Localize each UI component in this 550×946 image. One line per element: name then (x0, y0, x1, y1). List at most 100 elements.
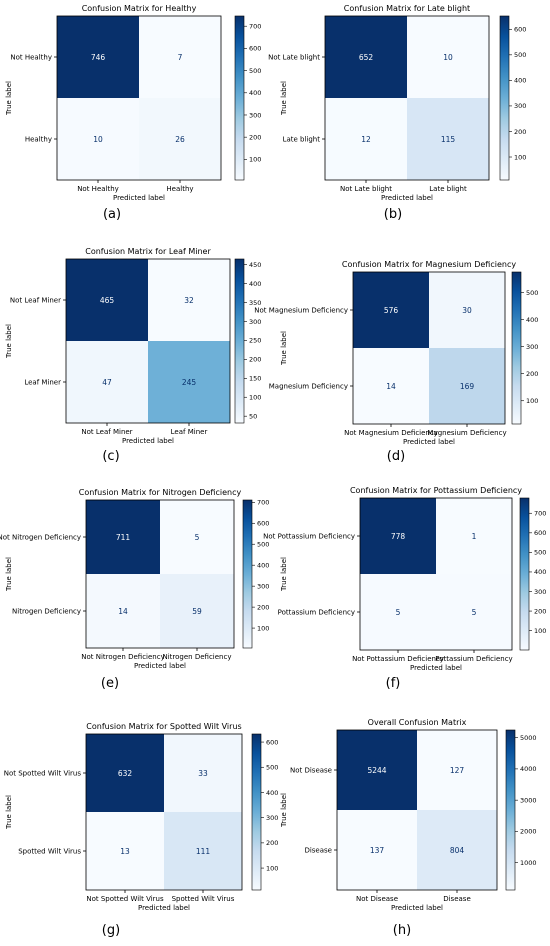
y-tick-label: Not Late blight (268, 54, 320, 62)
matrix-cell-r0-c1 (148, 259, 230, 341)
colorbar-tick-label: 300 (514, 102, 526, 110)
x-tick-label: Not Late blight (340, 185, 392, 193)
x-axis-label: Predicted label (122, 437, 174, 445)
matrix-cell-r0-c0 (353, 272, 429, 348)
cell-value-label: 5244 (367, 766, 386, 775)
colorbar-tick-label: 500 (514, 51, 526, 59)
matrix-cell-r1-c0 (86, 574, 160, 648)
colorbar-tick-label: 300 (249, 111, 261, 119)
cell-value-label: 10 (93, 135, 103, 144)
y-tick-label: Not Leaf Miner (10, 297, 61, 305)
x-tick-label: Magnesium Deficiency (427, 429, 506, 437)
x-axis-label: Predicted label (113, 194, 165, 202)
y-tick-label: Healthy (25, 136, 52, 144)
matrix-cell-r0-c1 (164, 734, 242, 812)
colorbar-tick-label: 100 (526, 397, 538, 405)
colorbar-tick-label: 400 (257, 561, 269, 569)
colorbar-tick-label: 500 (257, 541, 269, 549)
matrix-cell-r1-c0 (66, 341, 148, 423)
y-axis-label: True label (5, 557, 13, 592)
matrix-cell-r0-c0 (360, 498, 436, 574)
y-axis-label: True label (5, 81, 13, 116)
cell-value-label: 137 (370, 846, 385, 855)
colorbar (505, 729, 516, 891)
matrix-cell-r0-c0 (325, 16, 407, 98)
y-axis-label: True label (280, 81, 288, 116)
y-tick-label: Not Spotted Wilt Virus (4, 770, 82, 778)
cell-value-label: 632 (118, 769, 133, 778)
colorbar-tick-label: 700 (249, 23, 261, 31)
x-axis-label: Predicted label (381, 194, 433, 202)
matrix-cell-r0-c0 (337, 730, 417, 810)
cell-value-label: 778 (391, 532, 406, 541)
chart-title: Confusion Matrix for Nitrogen Deficiency (79, 488, 242, 497)
y-tick-label: Not Healthy (10, 54, 52, 62)
panel-caption: (c) (102, 449, 119, 464)
colorbar-tick-label: 400 (514, 77, 526, 85)
matrix-cell-r0-c0 (86, 500, 160, 574)
colorbar-tick-label: 500 (266, 764, 278, 772)
x-axis-label: Predicted label (403, 438, 455, 446)
cell-value-label: 47 (102, 378, 112, 387)
cell-value-label: 245 (182, 378, 197, 387)
panel-caption: (g) (102, 923, 120, 938)
matrix-frame (56, 15, 222, 181)
colorbar-tick-label: 200 (266, 839, 278, 847)
colorbar-tick-label: 300 (257, 582, 269, 590)
cell-value-label: 804 (450, 846, 465, 855)
colorbar-tick-label: 700 (534, 510, 546, 518)
x-tick-label: Late blight (429, 185, 467, 193)
colorbar-tick-label: 600 (257, 520, 269, 528)
colorbar-tick-label: 200 (257, 603, 269, 611)
matrix-cell-r1-c0 (337, 810, 417, 890)
colorbar-tick-label: 600 (249, 45, 261, 53)
matrix-cell-r0-c0 (86, 734, 164, 812)
matrix-cell-r1-c1 (407, 98, 489, 180)
colorbar-tick-label: 100 (257, 624, 269, 632)
chart-title: Overall Confusion Matrix (368, 718, 467, 727)
x-tick-label: Not Healthy (77, 185, 119, 193)
matrix-cell-r0-c1 (160, 500, 234, 574)
x-tick-label: Disease (443, 895, 471, 903)
cell-value-label: 746 (91, 53, 106, 62)
y-tick-label: Not Disease (290, 767, 332, 775)
matrix-cell-r1-c1 (164, 812, 242, 890)
colorbar-tick-label: 300 (266, 814, 278, 822)
matrix-frame (85, 733, 243, 891)
y-tick-label: Late blight (283, 136, 321, 144)
colorbar (251, 733, 262, 891)
colorbar-tick-label: 400 (249, 280, 261, 288)
matrix-cell-r0-c0 (57, 16, 139, 98)
colorbar-tick-label: 100 (514, 153, 526, 161)
cell-value-label: 169 (460, 382, 475, 391)
x-tick-label: Not Nitrogen Deficiency (81, 653, 164, 661)
x-axis-label: Predicted label (138, 904, 190, 912)
y-tick-label: Not Magnesium Deficiency (254, 307, 348, 315)
colorbar-tick-label: 150 (249, 375, 261, 383)
colorbar-tick-label: 200 (249, 133, 261, 141)
matrix-frame (352, 271, 506, 425)
colorbar (519, 497, 530, 651)
colorbar (242, 499, 253, 649)
cell-value-label: 59 (192, 607, 202, 616)
colorbar-tick-label: 5000 (520, 734, 537, 742)
cell-value-label: 576 (384, 306, 399, 315)
colorbar-tick-label: 500 (249, 67, 261, 75)
cell-value-label: 30 (462, 306, 472, 315)
x-tick-label: Not Disease (356, 895, 398, 903)
y-axis-label: True label (5, 795, 13, 830)
colorbar-tick-label: 600 (266, 738, 278, 746)
confusion-matrix-panel-c: Confusion Matrix for Leaf Miner 465 32 47 24… (5, 247, 261, 464)
cell-value-label: 7 (178, 53, 183, 62)
cell-value-label: 127 (450, 766, 465, 775)
confusion-matrix-panel-d: Confusion Matrix for Magnesium Deficienc… (254, 260, 538, 464)
cell-value-label: 26 (175, 135, 185, 144)
colorbar-tick-label: 400 (266, 789, 278, 797)
matrix-cell-r1-c0 (86, 812, 164, 890)
x-tick-label: Pottassium Deficiency (435, 655, 512, 663)
colorbar-tick-label: 350 (249, 299, 261, 307)
colorbar-tick-label: 100 (249, 394, 261, 402)
colorbar-tick-label: 400 (534, 568, 546, 576)
colorbar-tick-label: 100 (249, 156, 261, 164)
matrix-frame (85, 499, 235, 649)
